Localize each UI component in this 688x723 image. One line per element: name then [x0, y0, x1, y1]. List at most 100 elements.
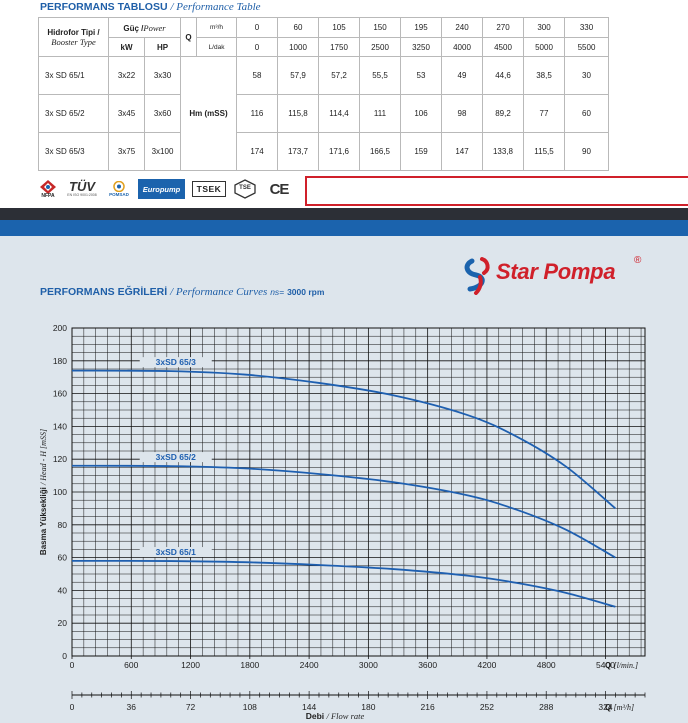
tsek-logo: TSEK	[192, 181, 226, 197]
ce-logo: CE	[269, 180, 290, 198]
q-ldak-8: 5500	[564, 37, 609, 57]
q-m3h-7: 300	[523, 17, 565, 38]
series-label: 3xSD 65/1	[156, 547, 196, 557]
x-tick-label-m3h: 252	[480, 702, 494, 712]
x-tick-label-m3h: 36	[127, 702, 137, 712]
row-value: 98	[441, 94, 483, 133]
chart-series: 3xSD 65/1 3xSD 65/2 3xSD 65/3	[71, 357, 616, 608]
x-tick-label-lmin: 4200	[477, 660, 496, 670]
q-m3h-2: 105	[318, 17, 360, 38]
row-value: 111	[359, 94, 401, 133]
hdr-power-tr: Güç /	[123, 23, 144, 33]
q-m3h-1: 60	[277, 17, 319, 38]
row-hp: 3x100	[144, 132, 181, 171]
nfpa-icon	[40, 179, 56, 194]
series-line-3	[71, 369, 616, 510]
red-frame	[305, 176, 688, 206]
x-tick-label-lmin: 4800	[537, 660, 556, 670]
hdr-type-cell: Hidrofor Tipi / Booster Type	[38, 17, 109, 57]
x-tick-label-m3h: 216	[421, 702, 435, 712]
y-tick-label: 100	[53, 487, 67, 497]
x-tick-label-lmin: 1800	[240, 660, 259, 670]
nfpa-logo: NFPA	[36, 179, 60, 199]
series-label-bg	[139, 357, 212, 368]
table-row: 3x SD 65/2 3x45 3x60 116 115,8 114,4 111…	[38, 94, 609, 133]
y-tick-label: 20	[58, 618, 68, 628]
y-tick-label: 60	[58, 553, 68, 563]
curves-title-tr: PERFORMANS EĞRİLERİ	[40, 286, 168, 298]
y-tick-label: 140	[53, 421, 67, 431]
x-axis-label-en: / Flow rate	[326, 711, 365, 721]
x-tick-label-lmin: 5400	[596, 660, 615, 670]
x-tick-label-m3h: 144	[302, 702, 316, 712]
row-value: 89,2	[482, 94, 524, 133]
x-tick-label-m3h: 180	[361, 702, 375, 712]
q-m3h-0: 0	[236, 17, 278, 38]
performance-table: Hidrofor Tipi / Booster Type Güç /Power …	[38, 17, 609, 171]
q-ldak-4: 3250	[400, 37, 442, 57]
y-tick-label: 160	[53, 389, 67, 399]
hdr-power-cell: Güç /Power	[108, 17, 181, 38]
x-axis-label-tr: Debi	[306, 711, 324, 721]
table-row: 3x SD 65/3 3x75 3x100 174 173,7 171,6 16…	[38, 132, 609, 171]
q-ldak-5: 4000	[441, 37, 483, 57]
dark-band	[0, 208, 688, 220]
x-tick-label-lmin: 1200	[181, 660, 200, 670]
x-tick-label-lmin: 3000	[359, 660, 378, 670]
row-value: 159	[400, 132, 442, 171]
row-hp: 3x30	[144, 56, 181, 95]
q-ldak-7: 5000	[523, 37, 565, 57]
x-tick-label-lmin: 2400	[300, 660, 319, 670]
row-value: 133,8	[482, 132, 524, 171]
q-ldak-1: 1000	[277, 37, 319, 57]
row-kw: 3x45	[108, 94, 145, 133]
hdr-power-en: Power	[143, 22, 166, 33]
row-value: 90	[564, 132, 609, 171]
curves-title-en: / Performance Curves	[170, 286, 268, 298]
y-axis-label: Basma Yüksekliği / Head - H [mSS]	[39, 429, 48, 555]
brand-reg: ®	[634, 255, 642, 266]
q-m3h-5: 240	[441, 17, 483, 38]
table-header-row-2: kW HP L/dak 0 1000 1750 2500 3250 4000 4…	[39, 37, 609, 57]
row-value: 60	[564, 94, 609, 133]
x-tick-label-m3h: 288	[539, 702, 553, 712]
q-ldak-6: 4500	[482, 37, 524, 57]
series-label-bg	[139, 452, 212, 463]
x-tick-label-lmin: 0	[70, 660, 75, 670]
y-tick-label: 200	[53, 323, 67, 333]
y-tick-label: 0	[62, 651, 67, 661]
row-value: 171,6	[318, 132, 360, 171]
row-value: 38,5	[523, 56, 565, 95]
x-tick-label-m3h: 0	[70, 702, 75, 712]
y-tick-label: 120	[53, 454, 67, 464]
q-ldak-3: 2500	[359, 37, 401, 57]
q-m3h-4: 195	[400, 17, 442, 38]
series-label: 3xSD 65/2	[156, 452, 196, 462]
hdr-unit-ldak: L/dak	[196, 37, 237, 57]
x-tick-label-lmin: 600	[124, 660, 138, 670]
row-kw: 3x75	[108, 132, 145, 171]
y-axis-label-en: / Head - H [mSS]	[39, 429, 48, 486]
x-tick-label-m3h: 108	[243, 702, 257, 712]
tuv-logo: TÜV EN ISO 9001:2008	[67, 178, 97, 197]
chart-grid	[71, 327, 645, 657]
hdr-unit-m3h: m³/h	[196, 17, 237, 38]
row-value: 114,4	[318, 94, 360, 133]
table-title-tr: PERFORMANS TABLOSU	[40, 1, 168, 13]
row-type: 3x SD 65/1	[38, 56, 109, 95]
hdr-hp: HP	[144, 37, 181, 57]
rpm-label: ns=	[270, 287, 285, 297]
row-value: 53	[400, 56, 442, 95]
y-tick-label: 180	[53, 356, 67, 366]
row-value: 147	[441, 132, 483, 171]
row-value: 106	[400, 94, 442, 133]
hm-label: Hm (mSS)	[180, 56, 237, 171]
blue-band	[0, 220, 688, 236]
x-unit-lmin: Q [l/min.]	[605, 661, 638, 670]
hdr-q: Q	[180, 17, 197, 57]
series-label: 3xSD 65/3	[156, 357, 196, 367]
row-value: 30	[564, 56, 609, 95]
plot-frame	[71, 327, 646, 657]
table-title: PERFORMANS TABLOSU / Performance Table	[40, 1, 261, 13]
